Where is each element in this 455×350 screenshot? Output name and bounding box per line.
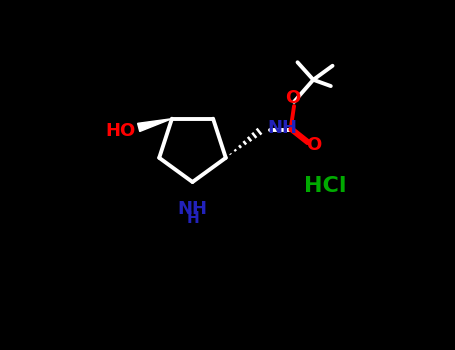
- Text: H: H: [186, 211, 199, 226]
- Text: HCl: HCl: [304, 175, 347, 196]
- Text: O: O: [306, 136, 321, 154]
- Text: NH: NH: [177, 199, 207, 217]
- Text: O: O: [285, 89, 300, 107]
- Text: HO: HO: [105, 122, 135, 140]
- Polygon shape: [137, 119, 172, 132]
- Text: NH: NH: [268, 119, 298, 137]
